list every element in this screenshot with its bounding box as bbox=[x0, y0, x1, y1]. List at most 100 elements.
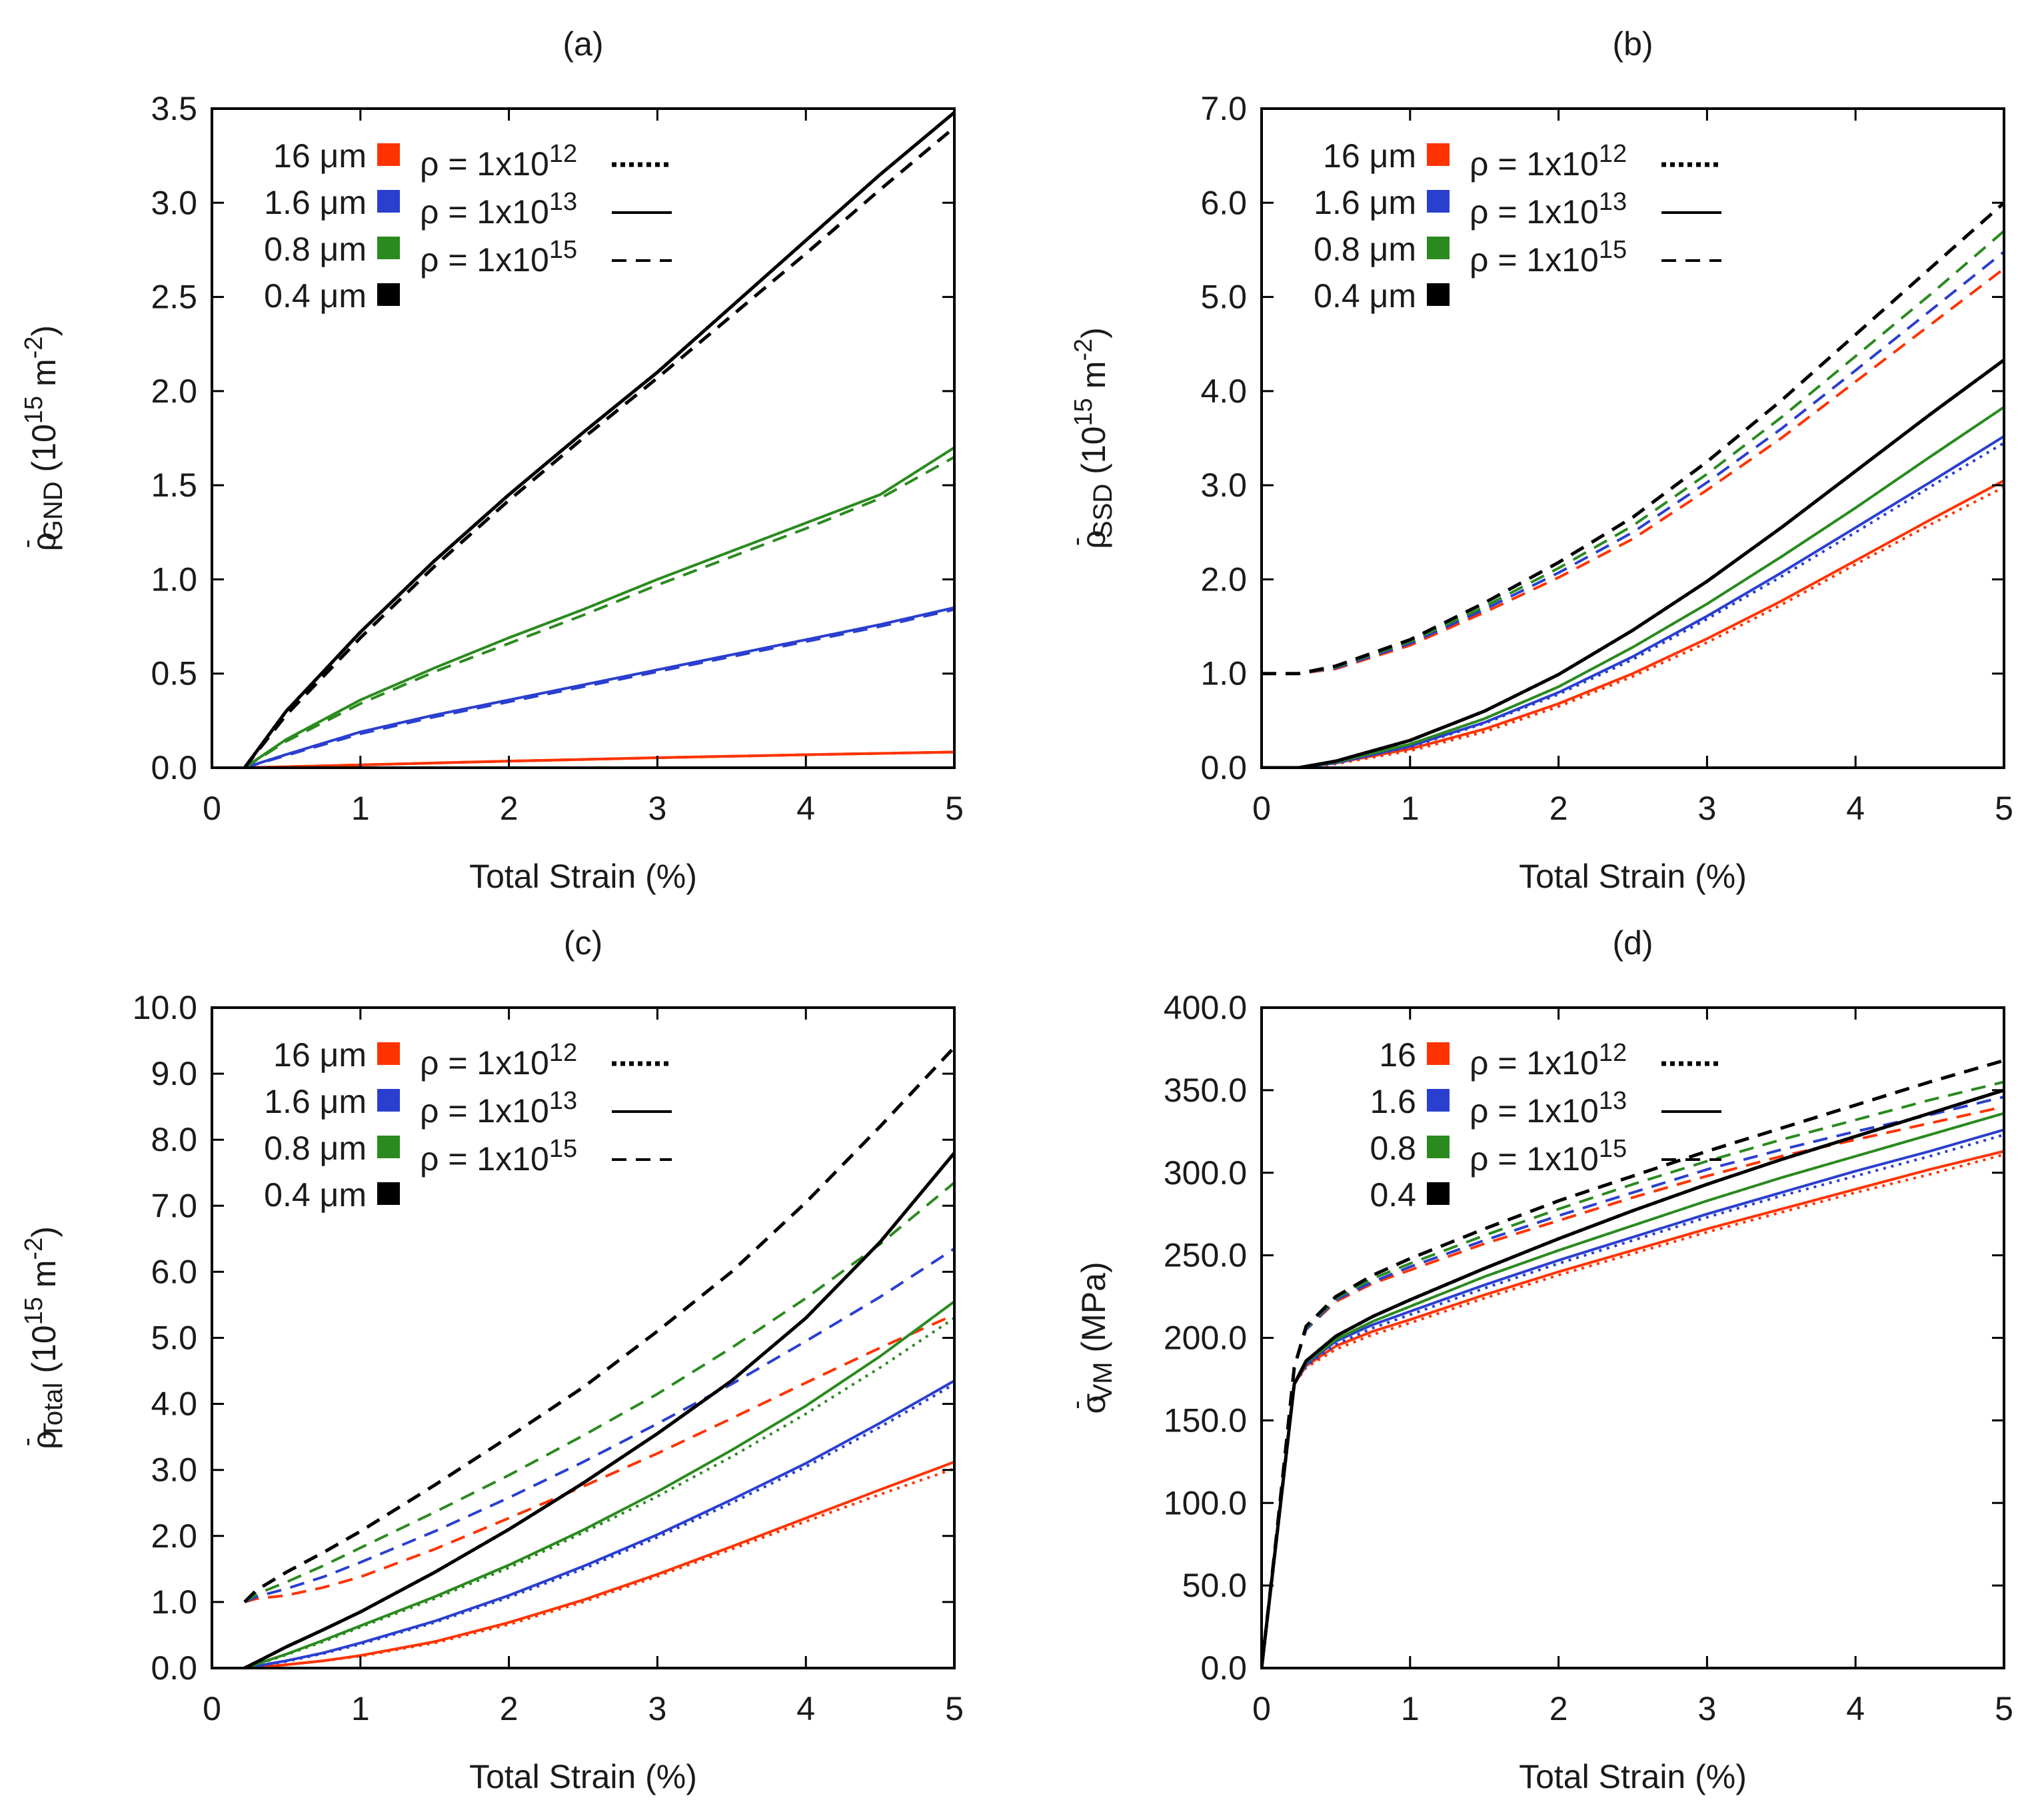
series-line bbox=[1262, 1088, 2004, 1668]
y-tick-label: 7.0 bbox=[1200, 90, 1247, 127]
y-tick-label: 1.0 bbox=[151, 560, 197, 598]
series-line bbox=[1262, 479, 2004, 768]
legend-rho-label: ρ = 1x1013 bbox=[1470, 188, 1627, 231]
legend-size-label: 0.4 μm bbox=[264, 1176, 367, 1214]
x-tick-label: 1 bbox=[351, 790, 370, 827]
legend-rho-label: ρ = 1x1015 bbox=[420, 236, 577, 279]
series-line bbox=[243, 1046, 954, 1603]
x-tick-label: 1 bbox=[1401, 790, 1420, 827]
y-tick-label: 9.0 bbox=[151, 1055, 197, 1092]
x-tick-label: 0 bbox=[1252, 1690, 1271, 1727]
legend-color-swatch bbox=[377, 1136, 400, 1158]
x-tick-label: 4 bbox=[1846, 1690, 1865, 1727]
y-tick-label: 10.0 bbox=[133, 989, 197, 1026]
x-tick-label: 0 bbox=[1252, 790, 1271, 827]
legend-size-label: 16 μm bbox=[273, 1036, 367, 1074]
chart-title: (c) bbox=[564, 924, 602, 962]
y-tick-label: 1.5 bbox=[151, 466, 197, 504]
legend-color-swatch bbox=[377, 190, 400, 213]
series-line bbox=[243, 1182, 954, 1603]
y-tick-label: 300.0 bbox=[1164, 1154, 1247, 1192]
series-group bbox=[243, 1046, 954, 1668]
legend-size-label: 1.6 μm bbox=[264, 184, 367, 221]
y-tick-label: 250.0 bbox=[1164, 1237, 1247, 1274]
series-line bbox=[243, 446, 954, 768]
y-tick-label: 0.0 bbox=[1200, 749, 1247, 786]
y-tick-label: 5.0 bbox=[1200, 279, 1247, 316]
x-tick-label: 2 bbox=[1549, 790, 1568, 827]
series-line bbox=[244, 1379, 954, 1668]
y-tick-label: 2.0 bbox=[1200, 560, 1247, 598]
legend-color-swatch bbox=[1427, 1182, 1450, 1205]
legend-color-swatch bbox=[377, 143, 400, 166]
legend-rho-label: ρ = 1x1012 bbox=[1470, 1039, 1627, 1082]
legend-rho-label: ρ = 1x1015 bbox=[1470, 236, 1627, 279]
series-line bbox=[244, 1317, 954, 1668]
x-tick-label: 3 bbox=[1697, 1690, 1716, 1727]
y-axis-label: ρ-Total (1015 m-2) bbox=[12, 1226, 68, 1449]
chart-panel-a: (a) 0.0 0.5 1.0 1.5 2.0 2.5 3.0 3.5 0 1 2 3 4 5 Total S… bbox=[12, 25, 964, 895]
chart-title: (a) bbox=[562, 25, 603, 63]
y-tick-label: 0.0 bbox=[151, 749, 197, 786]
y-tick-label: 400.0 bbox=[1164, 989, 1247, 1026]
series-line bbox=[1262, 1133, 2004, 1668]
x-axis-label: Total Strain (%) bbox=[469, 1758, 697, 1795]
series-group bbox=[1262, 1058, 2004, 1668]
legend-size-label: 16 μm bbox=[1323, 137, 1416, 175]
plot-frame bbox=[211, 107, 956, 769]
x-tick-label: 0 bbox=[203, 790, 221, 827]
y-tick-label: 3.0 bbox=[151, 1451, 197, 1489]
y-tick-label: 5.0 bbox=[151, 1320, 197, 1357]
y-axis-label: ρ-GND (1015 m-2) bbox=[12, 325, 68, 551]
y-tick-label: 0.5 bbox=[151, 655, 197, 692]
legend: 16 μm 1.6 μm 0.8 μm 0.4 μm ρ = 1x1012 ρ = 1x1… bbox=[1314, 137, 1721, 315]
legend: 16 μm 1.6 μm 0.8 μm 0.4 μm ρ = 1x1012 ρ = 1x1… bbox=[264, 137, 672, 315]
y-tick-label: 3.0 bbox=[151, 184, 197, 221]
x-tick-label: 4 bbox=[796, 1690, 815, 1727]
y-tick-label: 350.0 bbox=[1164, 1072, 1247, 1109]
x-tick-label: 3 bbox=[648, 790, 666, 827]
legend-color-swatch bbox=[1427, 283, 1450, 306]
y-tick-label: 2.0 bbox=[151, 373, 197, 410]
series-line bbox=[244, 1300, 954, 1668]
legend-size-label: 1.6 μm bbox=[264, 1083, 367, 1120]
series-line bbox=[1262, 230, 2004, 675]
chart-panel-c: (c) 0.0 1.0 2.0 3.0 4.0 5.0 6.0 7.0 8.0 9.0 10.0 0 1 2… bbox=[12, 924, 964, 1795]
legend-size-label: 0.4 μm bbox=[264, 277, 367, 315]
y-tick-label: 6.0 bbox=[151, 1253, 197, 1290]
x-tick-label: 3 bbox=[1697, 790, 1716, 827]
legend-color-swatch bbox=[377, 1089, 400, 1112]
legend-size-label: 16 bbox=[1379, 1036, 1416, 1074]
legend-rho-label: ρ = 1x1015 bbox=[420, 1135, 577, 1178]
y-tick-label: 2.5 bbox=[151, 279, 197, 316]
y-tick-label: 150.0 bbox=[1164, 1401, 1247, 1439]
x-tick-label: 5 bbox=[1995, 790, 2013, 827]
x-tick-label: 1 bbox=[1401, 1690, 1420, 1727]
series-line bbox=[1262, 441, 2004, 768]
legend-color-swatch bbox=[377, 1042, 400, 1065]
y-tick-label: 100.0 bbox=[1164, 1484, 1247, 1521]
legend-size-label: 0.8 bbox=[1370, 1130, 1416, 1167]
series-line bbox=[243, 456, 954, 768]
x-tick-label: 5 bbox=[945, 790, 964, 827]
x-tick-label: 1 bbox=[351, 1690, 370, 1727]
legend-color-swatch bbox=[377, 1182, 400, 1205]
x-tick-label: 3 bbox=[648, 1690, 666, 1727]
legend-rho-label: ρ = 1x1015 bbox=[1470, 1135, 1627, 1178]
series-line bbox=[1262, 406, 2004, 768]
series-line bbox=[244, 1460, 954, 1668]
chart-title: (b) bbox=[1612, 25, 1653, 63]
series-line bbox=[1262, 201, 2004, 676]
legend-size-label: 0.8 μm bbox=[1314, 231, 1416, 268]
x-tick-label: 0 bbox=[203, 1690, 221, 1727]
y-tick-label: 4.0 bbox=[151, 1385, 197, 1423]
series-line bbox=[243, 111, 954, 768]
chart-panel-b: (b) 0.0 1.0 2.0 3.0 4.0 5.0 6.0 7.0 0 1 2 3 4 5 Total S… bbox=[1062, 25, 2013, 895]
legend-size-label: 0.8 μm bbox=[264, 231, 367, 268]
series-line bbox=[1262, 1058, 2004, 1668]
legend-color-swatch bbox=[1427, 237, 1450, 259]
series-line bbox=[1262, 359, 2004, 768]
y-tick-label: 0.0 bbox=[1200, 1649, 1247, 1687]
x-axis-label: Total Strain (%) bbox=[1519, 858, 1747, 895]
series-group bbox=[1262, 201, 2004, 768]
